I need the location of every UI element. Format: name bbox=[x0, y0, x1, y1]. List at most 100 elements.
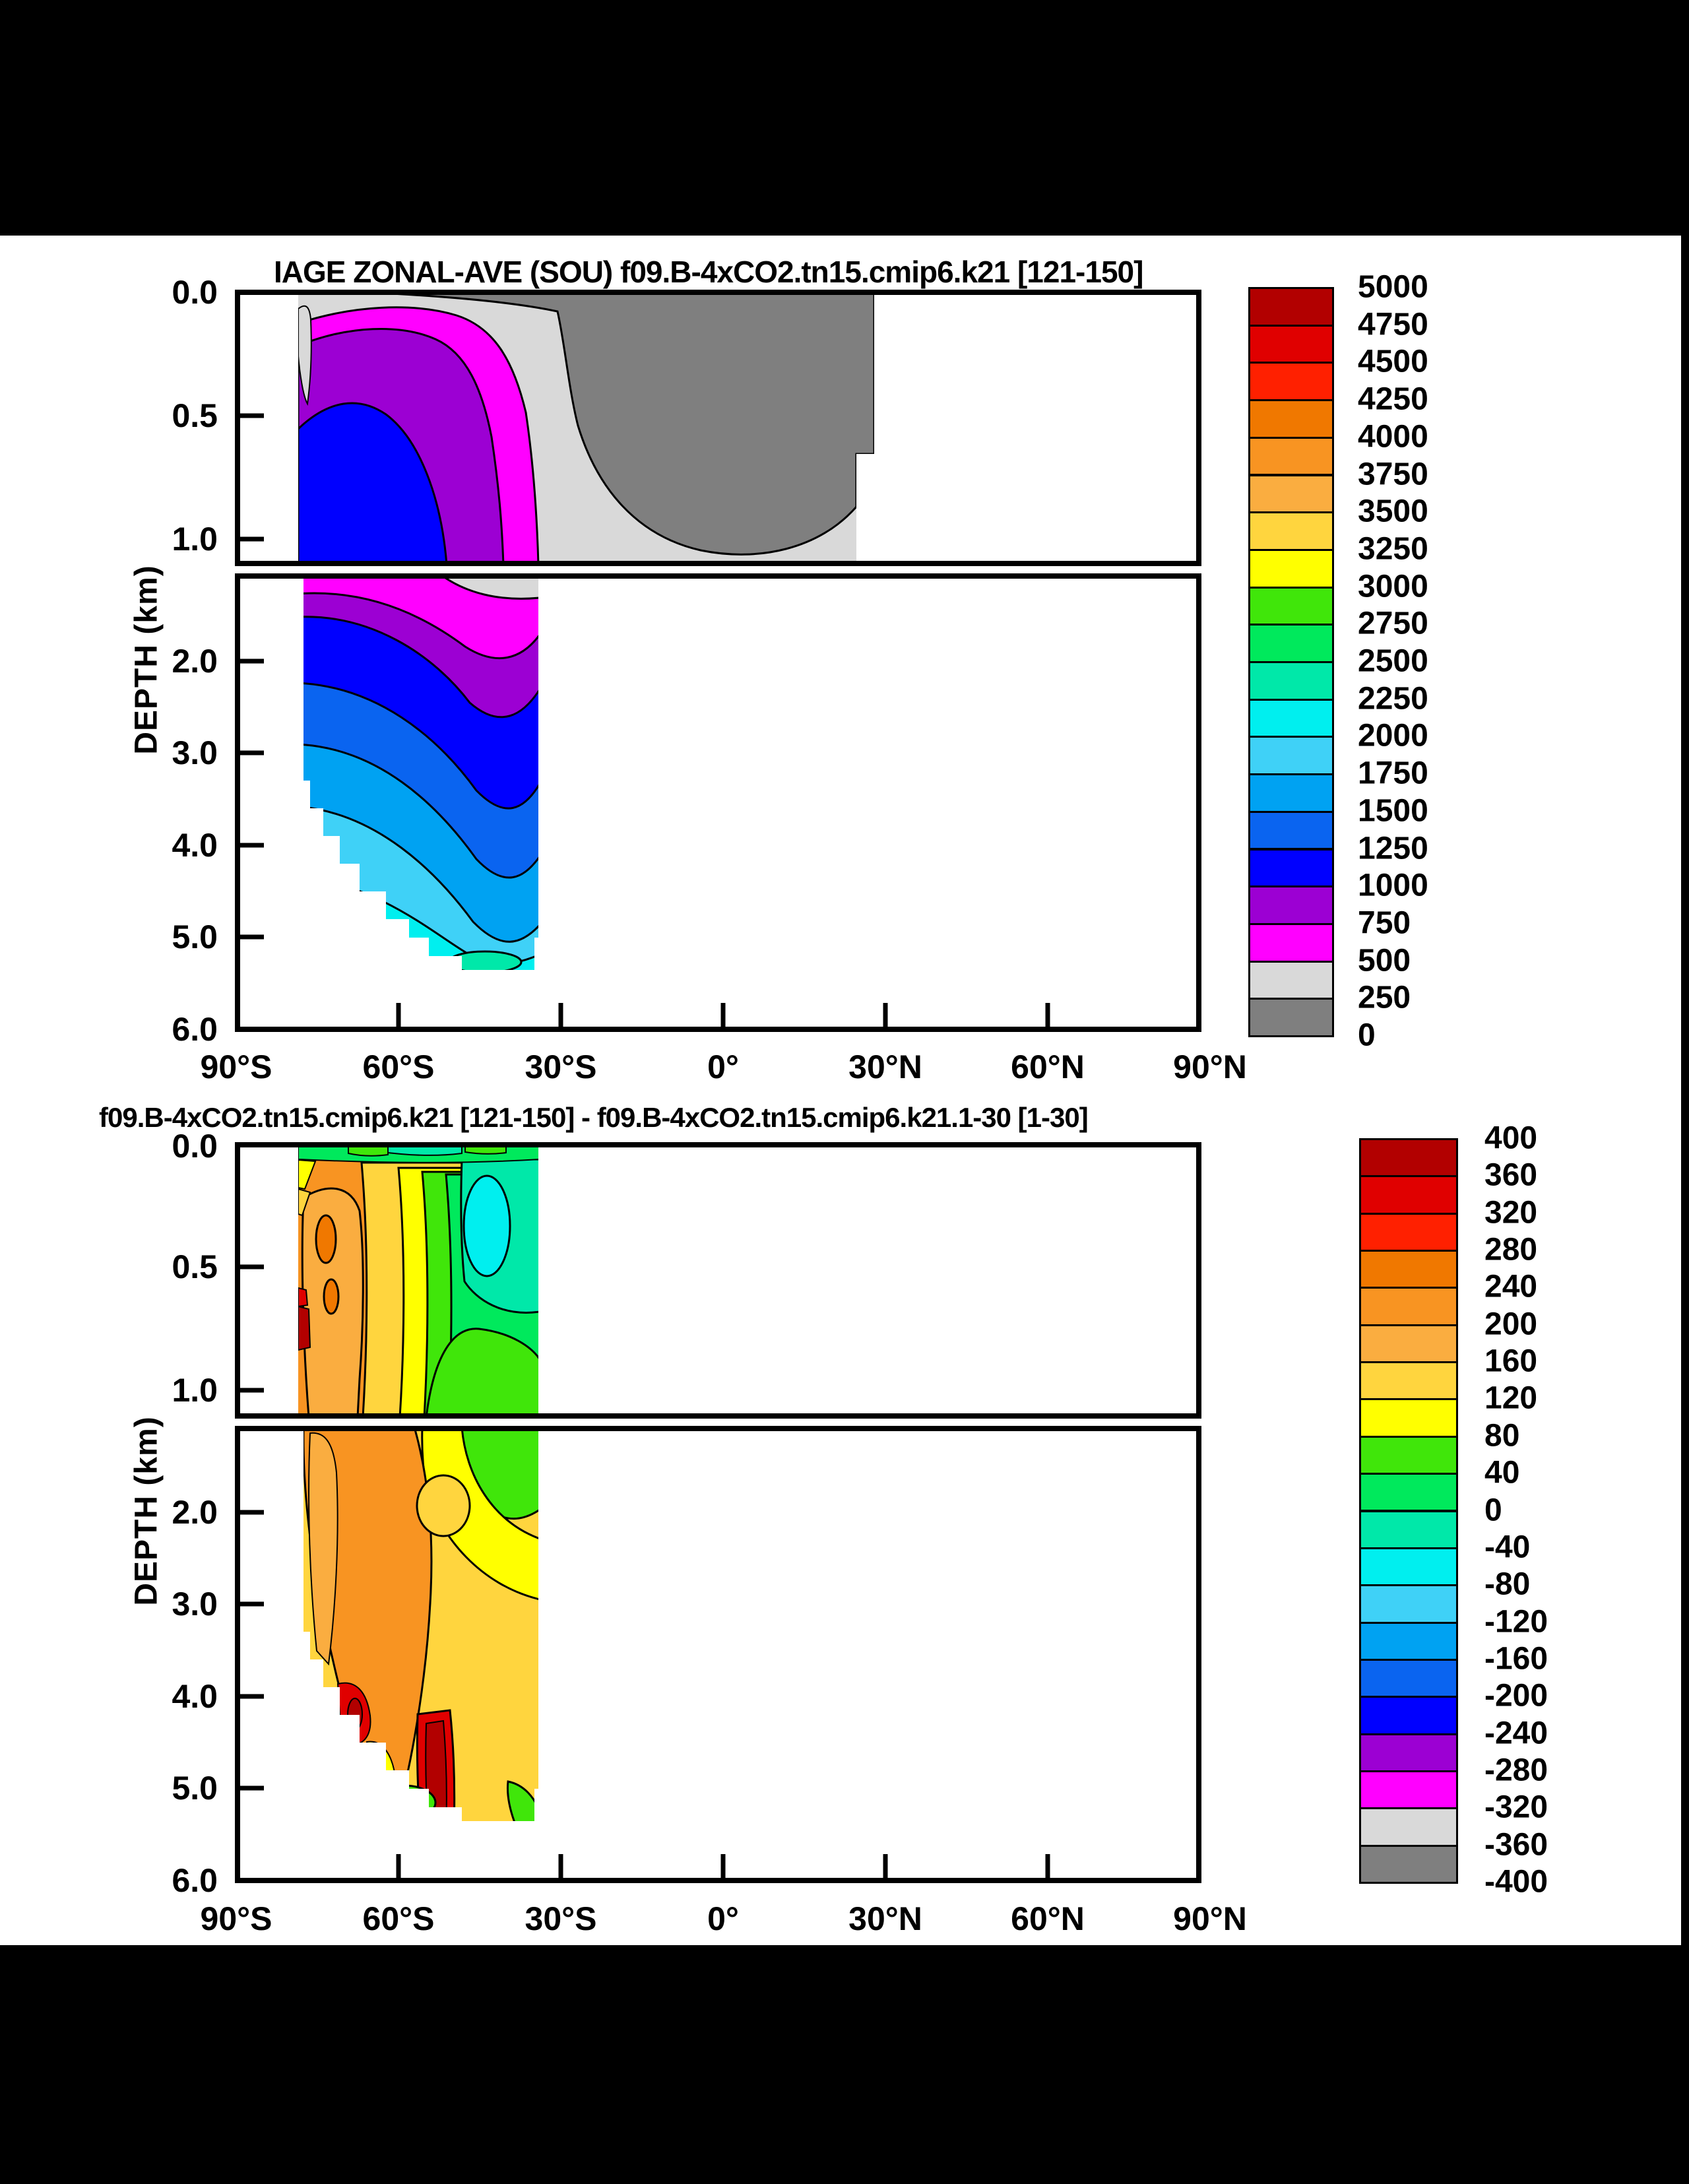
panel2-colorbar-label: 200 bbox=[1484, 1306, 1538, 1342]
panel2-colorbar-swatch bbox=[1359, 1584, 1458, 1624]
panel1-colorbar-label: 4250 bbox=[1358, 381, 1428, 417]
panel1-colorbar-swatch bbox=[1248, 922, 1334, 963]
panel1-y-tick-label: 0.5 bbox=[172, 397, 218, 434]
panel2-colorbar-label: 160 bbox=[1484, 1343, 1538, 1379]
panel1-colorbar-label: 4750 bbox=[1358, 307, 1428, 342]
panel1-y-tick-label: 5.0 bbox=[172, 918, 218, 955]
panel2-colorbar-swatch bbox=[1359, 1361, 1458, 1401]
panel1-colorbar-label: 3750 bbox=[1358, 457, 1428, 492]
panel2-colorbar-label: 280 bbox=[1484, 1232, 1538, 1268]
panel2-colorbar-label: 40 bbox=[1484, 1455, 1520, 1491]
panel2-upper-contours bbox=[298, 1145, 538, 1416]
panel1-colorbar-label: 5000 bbox=[1358, 269, 1428, 305]
panel2-x-tick-label: 90°N bbox=[1173, 1900, 1247, 1937]
panel1-x-tick-label: 60°S bbox=[362, 1048, 435, 1085]
panel1-colorbar-label: 2750 bbox=[1358, 606, 1428, 641]
panel2-colorbar-label: -240 bbox=[1484, 1716, 1548, 1751]
panel2-colorbar-swatch bbox=[1359, 1621, 1458, 1661]
panel-frames bbox=[235, 290, 1201, 1883]
panel1-colorbar-swatch bbox=[1248, 511, 1334, 551]
panel1-y-tick-label: 4.0 bbox=[172, 827, 218, 864]
panel2-colorbar-label: 120 bbox=[1484, 1380, 1538, 1416]
panel1-y-tick-label: 3.0 bbox=[172, 734, 218, 771]
panel2-colorbar-label: -80 bbox=[1484, 1566, 1531, 1602]
panel2-colorbar-swatch bbox=[1359, 1212, 1458, 1252]
panel2-colorbar-label: 360 bbox=[1484, 1157, 1538, 1193]
panel2-x-tick-label: 90°S bbox=[200, 1900, 272, 1937]
panel1-colorbar-swatch bbox=[1248, 436, 1334, 476]
panel2-colorbar-swatch bbox=[1359, 1287, 1458, 1326]
panel2-x-tick-label: 30°N bbox=[848, 1900, 922, 1937]
panel1-colorbar-label: 1750 bbox=[1358, 755, 1428, 791]
panel2-colorbar-swatch bbox=[1359, 1510, 1458, 1549]
panel2-colorbar-label: -320 bbox=[1484, 1789, 1548, 1825]
panel2-y-tick-label: 2.0 bbox=[172, 1494, 218, 1531]
panel2-colorbar-swatch bbox=[1359, 1658, 1458, 1698]
panel1-colorbar-swatch bbox=[1248, 624, 1334, 663]
panel1-colorbar-label: 0 bbox=[1358, 1017, 1376, 1053]
panel1-colorbar-swatch bbox=[1248, 848, 1334, 888]
panel1-colorbar-label: 1000 bbox=[1358, 868, 1428, 903]
panel2-y-tick-label: 5.0 bbox=[172, 1770, 218, 1807]
panel2-colorbar-swatch bbox=[1359, 1250, 1458, 1289]
panel1-colorbar-swatch bbox=[1248, 661, 1334, 701]
panel2-colorbar-label: -280 bbox=[1484, 1752, 1548, 1788]
panel1-x-tick-label: 30°N bbox=[848, 1048, 922, 1085]
panel1-colorbar-swatch bbox=[1248, 810, 1334, 851]
panel1-depth-axis-title: DEPTH (km) bbox=[129, 565, 164, 755]
panel1-colorbar-swatch bbox=[1248, 998, 1334, 1037]
panel2-y-tick-label: 4.0 bbox=[172, 1678, 218, 1715]
panel1-colorbar-label: 3000 bbox=[1358, 569, 1428, 604]
panel2-title: f09.B-4xCO2.tn15.cmip6.k21 [121-150] - f… bbox=[99, 1102, 1089, 1133]
panel1-y-tick-label: 0.0 bbox=[172, 274, 218, 311]
panel1-colorbar-swatch bbox=[1248, 586, 1334, 626]
panel2-colorbar-swatch bbox=[1359, 1844, 1458, 1884]
panel2-colorbar-swatch bbox=[1359, 1733, 1458, 1772]
panel1-y-tick-label: 1.0 bbox=[172, 521, 218, 558]
panel1-x-tick-label: 90°N bbox=[1173, 1048, 1247, 1085]
panel2-colorbar-swatch bbox=[1359, 1175, 1458, 1215]
panel1-x-tick-label: 30°S bbox=[525, 1048, 597, 1085]
panel1-colorbar-swatch bbox=[1248, 324, 1334, 364]
panel2-colorbar-label: 0 bbox=[1484, 1493, 1502, 1527]
panel2-colorbar-label: -400 bbox=[1484, 1864, 1548, 1900]
panel2-colorbar-swatch bbox=[1359, 1324, 1458, 1364]
panel1-colorbar-label: 3250 bbox=[1358, 531, 1428, 567]
panel1-colorbar-swatch bbox=[1248, 287, 1334, 327]
panel2-colorbar-swatch bbox=[1359, 1398, 1458, 1438]
panel2-colorbar-label: 320 bbox=[1484, 1195, 1538, 1231]
panel2-colorbar-swatch bbox=[1359, 1435, 1458, 1475]
panel1-y-tick-label: 2.0 bbox=[172, 643, 218, 680]
panel1-colorbar-label: 3500 bbox=[1358, 494, 1428, 529]
panel2-x-tick-label: 60°N bbox=[1011, 1900, 1085, 1937]
panel1-colorbar-swatch bbox=[1248, 474, 1334, 514]
panel1-colorbar-swatch bbox=[1248, 773, 1334, 813]
panel2-y-tick-label: 0.0 bbox=[172, 1128, 218, 1165]
panel1-colorbar-label: 4500 bbox=[1358, 344, 1428, 379]
panel1-colorbar-swatch bbox=[1248, 736, 1334, 776]
panel2-colorbar-swatch bbox=[1359, 1138, 1458, 1178]
panel2-colorbar-label: -160 bbox=[1484, 1641, 1548, 1677]
panel2-y-tick-label: 6.0 bbox=[172, 1862, 218, 1899]
panel1-colorbar-label: 750 bbox=[1358, 905, 1411, 941]
axis-ticks bbox=[238, 413, 1050, 1880]
panel1-title: IAGE ZONAL-AVE (SOU) f09.B-4xCO2.tn15.cm… bbox=[274, 255, 1143, 289]
panel1-colorbar-label: 1500 bbox=[1358, 793, 1428, 829]
panel2-depth-axis-title: DEPTH (km) bbox=[129, 1416, 164, 1606]
panel1-x-tick-label: 90°S bbox=[200, 1048, 272, 1085]
panel2-x-tick-label: 0° bbox=[707, 1900, 739, 1937]
panel2-colorbar-swatch bbox=[1359, 1547, 1458, 1587]
panel2-colorbar-label: -120 bbox=[1484, 1604, 1548, 1640]
panel2-y-tick-label: 3.0 bbox=[172, 1586, 218, 1622]
panel1-colorbar-label: 2250 bbox=[1358, 681, 1428, 717]
panel1-colorbar-swatch bbox=[1248, 960, 1334, 1000]
panel2-colorbar-swatch bbox=[1359, 1807, 1458, 1847]
panel1-colorbar-label: 2000 bbox=[1358, 718, 1428, 754]
panel2-colorbar-swatch bbox=[1359, 1770, 1458, 1810]
panel2-colorbar-label: -40 bbox=[1484, 1529, 1531, 1565]
panel2-colorbar-swatch bbox=[1359, 1473, 1458, 1512]
panel1-x-tick-label: 0° bbox=[707, 1048, 739, 1085]
panel2-colorbar-label: 240 bbox=[1484, 1269, 1538, 1304]
